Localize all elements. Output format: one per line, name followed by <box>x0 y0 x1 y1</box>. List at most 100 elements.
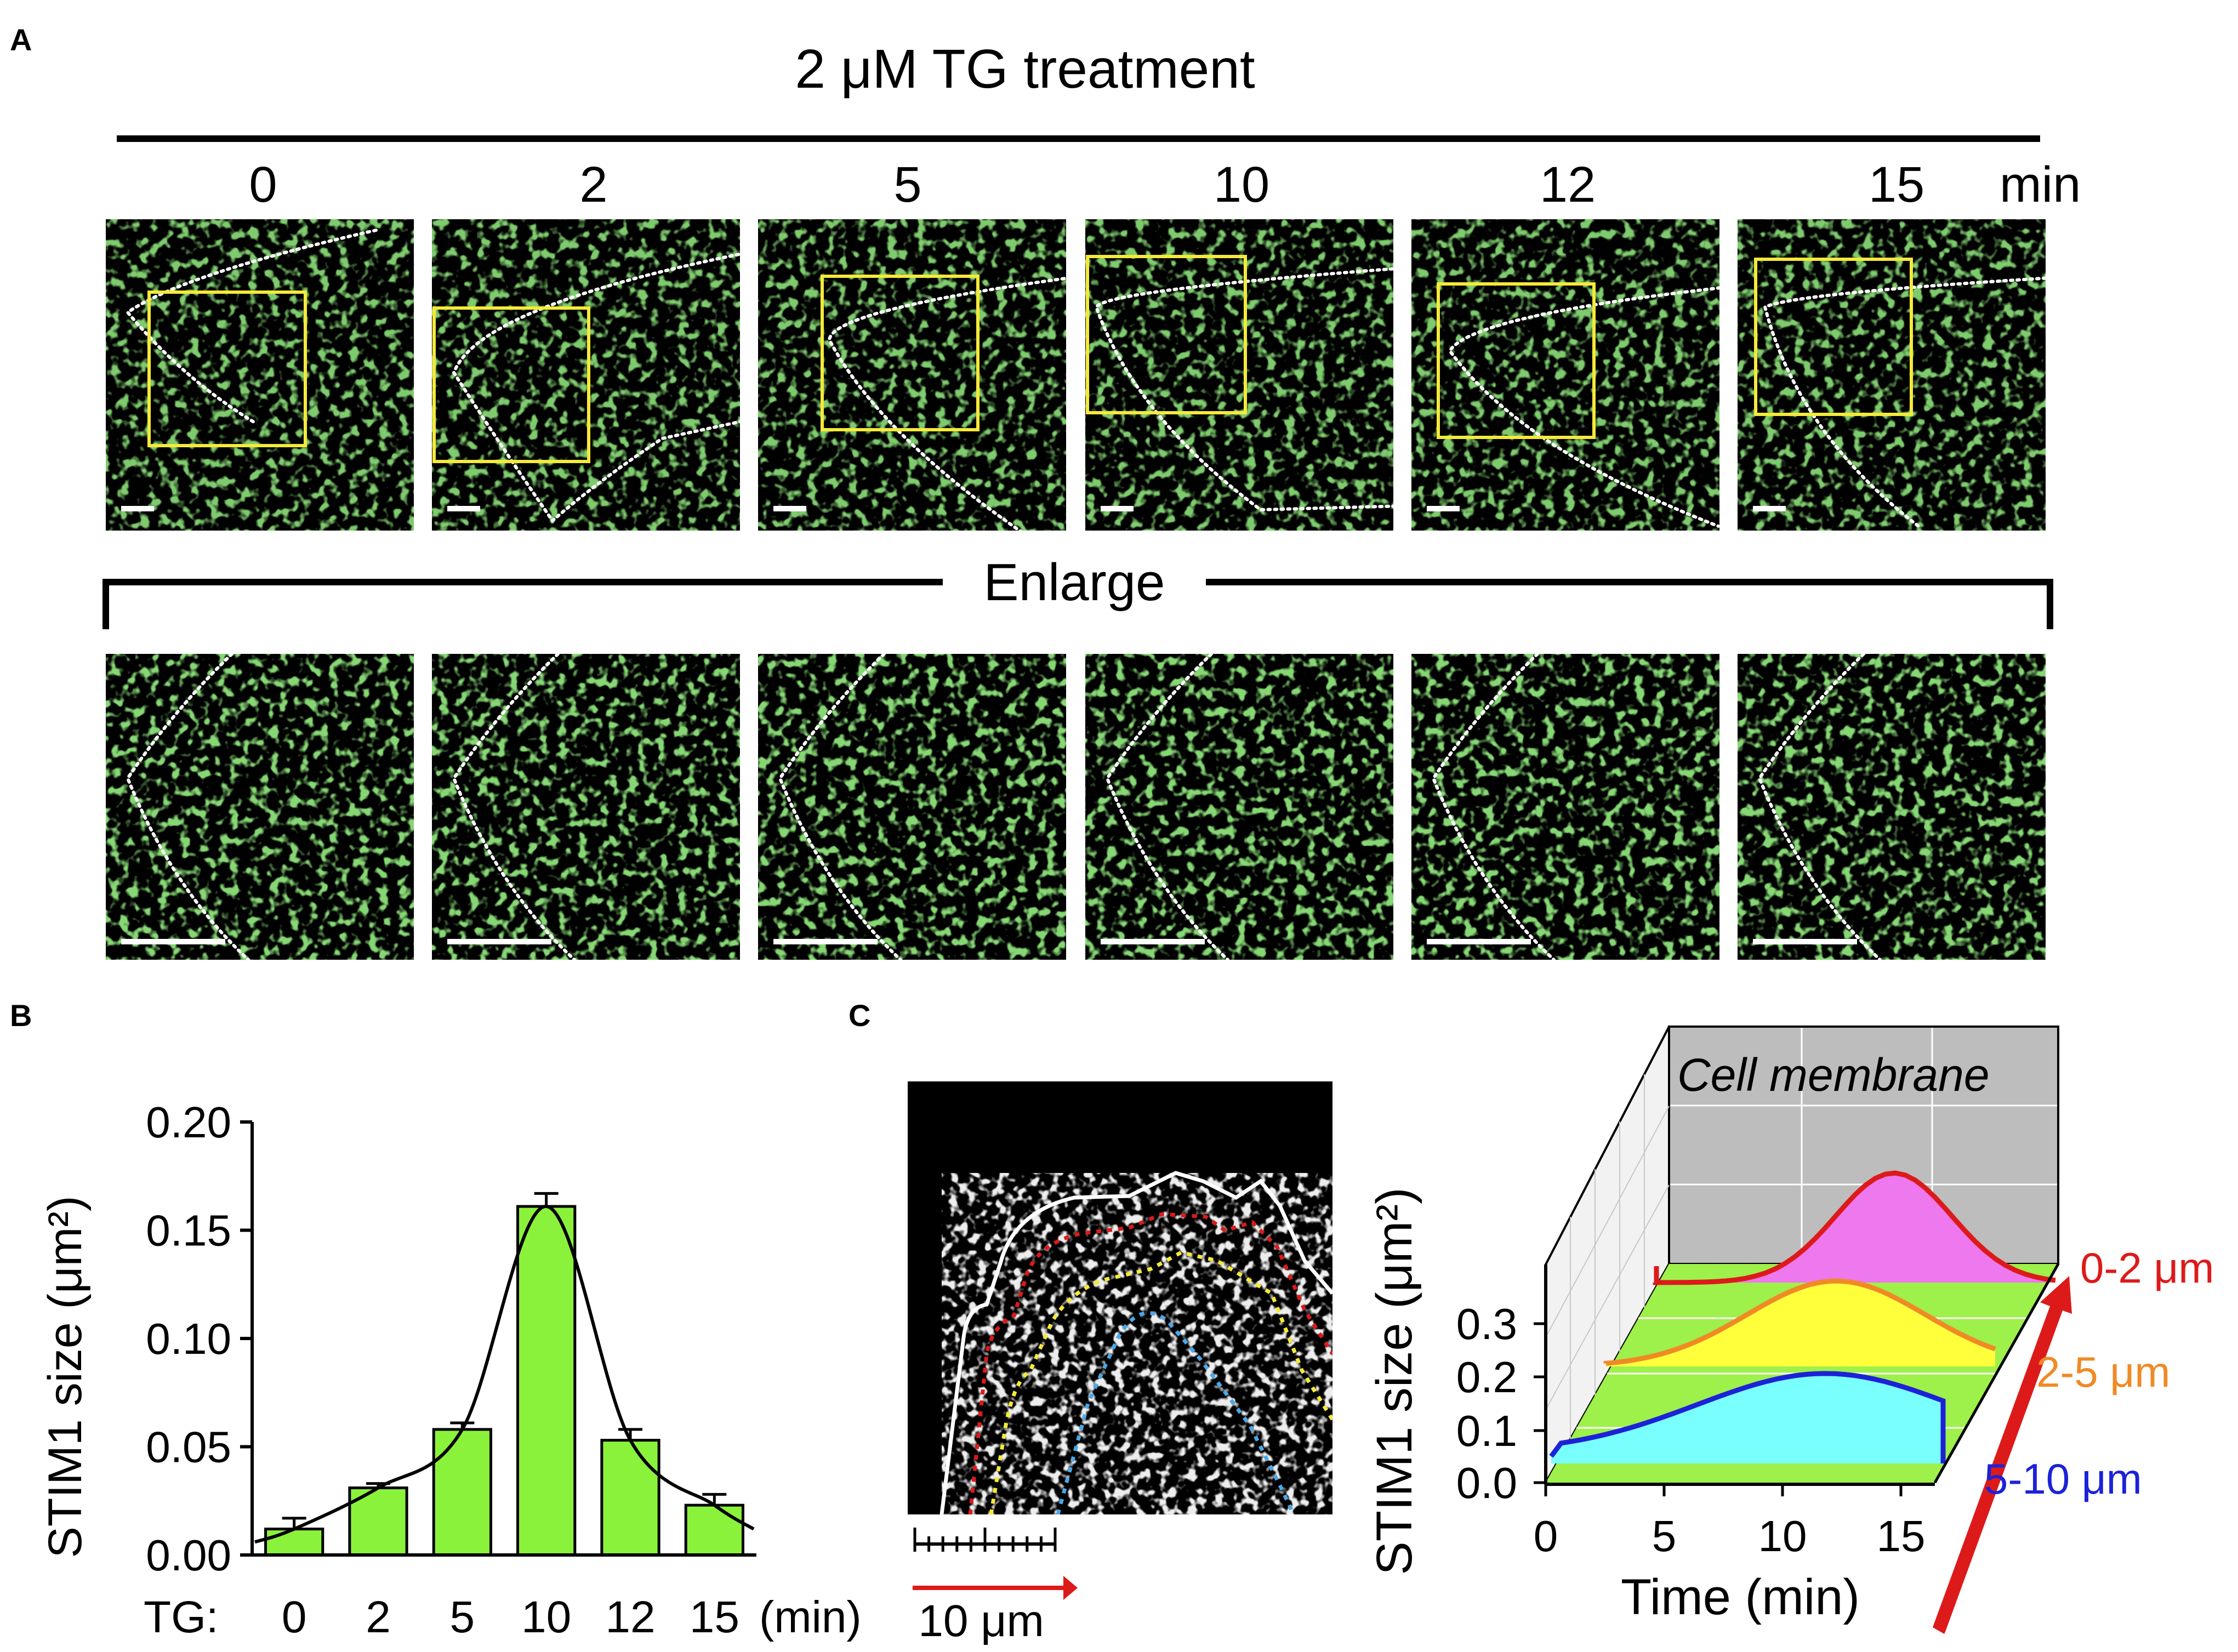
ribbon-5-10-line <box>1549 1371 1946 1463</box>
bar <box>264 1528 324 1557</box>
scale-label: 10 μm <box>918 1596 1044 1646</box>
time-label: 5 <box>893 157 921 213</box>
x-tick-label: 0 <box>1534 1512 1558 1560</box>
y-tick-label: 0.0 <box>1456 1459 1517 1507</box>
roi-box <box>432 306 590 463</box>
cell-boundary-dotted <box>452 652 576 961</box>
red-dotted-contour <box>968 1212 1332 1514</box>
blue-dotted-contour <box>1056 1311 1296 1514</box>
panel-b-x-prefix: TG: <box>144 1592 219 1642</box>
x-tick-label: 5 <box>450 1592 475 1642</box>
cell-boundary-dotted <box>778 652 902 961</box>
depth-axis <box>1933 1263 2060 1484</box>
ribbon-0-2-line <box>1653 1170 2056 1285</box>
scale-bar <box>1753 939 1857 944</box>
time-label: 12 <box>1540 157 1596 213</box>
enlarged-tile <box>758 652 1066 961</box>
stim1-texture <box>1411 219 1719 531</box>
bar <box>432 1428 492 1557</box>
ribbons <box>1549 1170 2056 1463</box>
stim1-texture <box>1085 219 1393 531</box>
enlarged-tile <box>106 652 414 961</box>
time-label: 2 <box>579 157 607 213</box>
stim1-texture <box>432 654 740 960</box>
ribbon-2-5-fill <box>1606 1281 1995 1366</box>
cell-membrane-outline <box>939 1171 1332 1514</box>
band-label-2-5: 2-5 μm <box>2036 1348 2170 1396</box>
fit-curve <box>254 1205 755 1544</box>
bar <box>684 1503 744 1557</box>
stim1-texture <box>432 219 740 531</box>
stim1-texture <box>1738 654 2046 960</box>
cell-boundary-dotted <box>1431 652 1556 961</box>
scale-bar <box>1427 939 1531 944</box>
y-tick-label: 0.2 <box>1456 1353 1517 1402</box>
panel-a: A 2 μM TG treatment 0 2 5 10 12 15 min E… <box>10 22 2238 961</box>
micrograph-tile <box>1738 219 2238 531</box>
time-label: 15 <box>1869 157 1924 213</box>
cell-texture <box>942 1173 1332 1514</box>
y-tick-label: 0.10 <box>146 1314 231 1363</box>
scale-bar <box>121 939 225 944</box>
x-tick-label: 12 <box>605 1592 655 1642</box>
roi-box <box>1754 258 1913 416</box>
grayscale-micrograph <box>908 1081 1332 1514</box>
y-tick-label: 0.1 <box>1456 1406 1517 1455</box>
micrograph-tile <box>432 218 1172 531</box>
wall-label: Cell membrane <box>1677 1049 1990 1101</box>
band-label-0-2: 0-2 μm <box>2080 1244 2214 1292</box>
roi-box <box>1437 282 1596 439</box>
scale-bar <box>1427 506 1460 511</box>
y-tick-label: 0.3 <box>1456 1300 1517 1348</box>
3d-chart: STIM1 size (μm²) Cell membrane <box>1366 1026 2214 1634</box>
3d-ticks: 0 5 10 15 0.00.10.2 0.3 <box>1456 1300 1926 1560</box>
scale-bar <box>121 506 154 511</box>
y-tick-label: 0.15 <box>146 1206 231 1255</box>
band-label-5-10: 5-10 μm <box>1984 1455 2142 1503</box>
enlarged-tile <box>1738 652 2046 961</box>
y-tick-label: 0.20 <box>146 1098 231 1147</box>
depth-arrow <box>1933 1276 2072 1634</box>
stim1-texture <box>106 654 414 960</box>
scale-bar <box>1753 506 1786 511</box>
cell-boundary-dotted <box>1757 652 1882 961</box>
side-wall-grid <box>1545 1074 1670 1439</box>
stim1-texture <box>1411 654 1719 960</box>
red-distance-arrow <box>913 1576 1078 1600</box>
enlarge-label: Enlarge <box>984 553 1165 612</box>
distance-ruler: 10 μm <box>913 1528 1078 1646</box>
x-tick-label: 0 <box>282 1592 307 1642</box>
panel-b-y-axis-label: STIM1 size (μm²) <box>39 1195 92 1558</box>
yellow-dotted-contour <box>989 1250 1332 1514</box>
x-tick-label: 5 <box>1652 1512 1677 1560</box>
cell-boundary-dotted <box>452 218 1172 523</box>
roi-box <box>821 275 980 431</box>
y-tick-label: 0.00 <box>146 1531 231 1580</box>
micrograph-tile <box>1411 219 2238 531</box>
cell-boundary-dotted <box>1448 247 2238 528</box>
time-unit-label: min <box>2000 157 2081 213</box>
stim1-texture <box>758 219 1066 531</box>
roi-box <box>147 290 307 447</box>
time-label: 10 <box>1214 157 1269 213</box>
stim1-texture <box>106 219 414 531</box>
bar <box>516 1205 577 1557</box>
scale-bar <box>1101 506 1134 511</box>
scale-bar <box>1101 939 1205 944</box>
y-tick-label: 0.05 <box>146 1423 231 1472</box>
enlarged-tile <box>1085 652 1393 961</box>
ribbon-5-10-fill <box>1551 1373 1943 1463</box>
scale-bar <box>773 506 806 511</box>
cell-boundary-dotted <box>126 652 250 961</box>
scale-bar <box>447 939 551 944</box>
ribbon-0-2-fill <box>1655 1173 2055 1283</box>
panel-c-label: C <box>848 998 870 1033</box>
enlarged-tile <box>1411 652 1719 961</box>
panel-c-x-axis-label: Time (min) <box>1621 1569 1860 1625</box>
stim1-texture <box>1085 654 1393 960</box>
enlarge-bracket <box>102 579 2053 629</box>
time-label: 0 <box>249 157 277 213</box>
x-tick-label: 15 <box>1877 1512 1926 1560</box>
x-tick-label: 2 <box>366 1592 391 1642</box>
